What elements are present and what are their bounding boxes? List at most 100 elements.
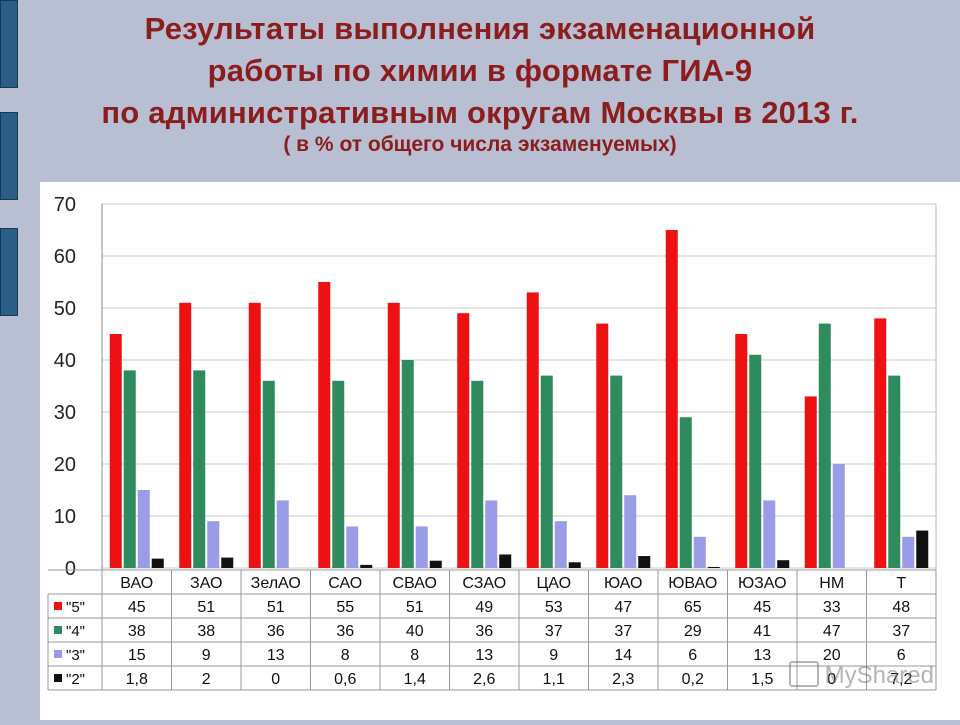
data-label: 29 bbox=[684, 623, 702, 640]
data-label: 2 bbox=[202, 671, 211, 688]
bar-3-2 bbox=[346, 526, 359, 568]
y-tick-label: 60 bbox=[54, 246, 76, 268]
data-label: 40 bbox=[406, 623, 424, 640]
data-label: 9 bbox=[549, 647, 558, 664]
bar-0-1 bbox=[123, 370, 136, 568]
data-label: 9 bbox=[202, 647, 211, 664]
title-line-2: работы по химии в формате ГИА-9 bbox=[207, 53, 753, 88]
data-label: 37 bbox=[614, 623, 632, 640]
data-label: 51 bbox=[197, 599, 215, 616]
bar-9-3 bbox=[777, 560, 790, 568]
bar-9-0 bbox=[735, 334, 748, 568]
data-label: 8 bbox=[410, 647, 419, 664]
data-label: 13 bbox=[475, 647, 493, 664]
legend-key-2 bbox=[54, 650, 62, 658]
slide-title: Результаты выполнения экзаменационной ра… bbox=[20, 8, 940, 156]
bar-3-1 bbox=[332, 380, 345, 568]
data-label: 47 bbox=[823, 623, 841, 640]
y-tick-label: 20 bbox=[54, 454, 76, 476]
category-label: САО bbox=[328, 575, 362, 592]
bar-1-1 bbox=[193, 370, 206, 568]
bar-4-0 bbox=[387, 302, 400, 568]
category-label: ЗелАО bbox=[251, 575, 301, 592]
bar-4-2 bbox=[415, 526, 428, 568]
data-label: 48 bbox=[892, 599, 910, 616]
data-label: 6 bbox=[897, 647, 906, 664]
bar-11-3 bbox=[916, 530, 929, 568]
side-accent-bar-2 bbox=[0, 112, 18, 200]
y-tick-label: 70 bbox=[54, 194, 76, 216]
category-label: Т bbox=[896, 575, 906, 592]
bar-3-0 bbox=[318, 282, 331, 568]
data-label: 2,6 bbox=[473, 671, 495, 688]
category-label: СВАО bbox=[393, 575, 437, 592]
bar-10-0 bbox=[804, 396, 817, 568]
legend-label: "2" bbox=[66, 671, 85, 688]
y-tick-label: 10 bbox=[54, 506, 76, 528]
data-label: 55 bbox=[336, 599, 354, 616]
bar-3-3 bbox=[360, 564, 373, 568]
legend-key-1 bbox=[54, 626, 62, 634]
data-label: 8 bbox=[341, 647, 350, 664]
category-label: ЮВАО bbox=[668, 575, 717, 592]
bar-4-3 bbox=[429, 560, 442, 568]
data-label: 51 bbox=[406, 599, 424, 616]
data-label: 38 bbox=[128, 623, 146, 640]
category-label: ЮЗАО bbox=[738, 575, 787, 592]
category-label: НМ bbox=[819, 575, 844, 592]
data-label: 65 bbox=[684, 599, 702, 616]
data-label: 0,2 bbox=[682, 671, 704, 688]
bar-0-3 bbox=[151, 558, 164, 568]
bar-4-1 bbox=[401, 360, 414, 568]
data-label: 53 bbox=[545, 599, 563, 616]
data-label: 36 bbox=[267, 623, 285, 640]
legend-key-3 bbox=[54, 674, 62, 682]
chart-panel: 0 10 20 30 40 50 60 70 ВАО ЗАО ЗелАО САО СВАО СЗАО ЦАО… bbox=[40, 182, 960, 720]
bar-10-1 bbox=[818, 323, 831, 568]
bar-6-0 bbox=[526, 292, 539, 568]
bar-11-2 bbox=[902, 536, 915, 568]
y-tick-label: 50 bbox=[54, 298, 76, 320]
bar-8-1 bbox=[679, 417, 692, 568]
data-label: 0,6 bbox=[334, 671, 356, 688]
bar-7-0 bbox=[596, 323, 609, 568]
bar-1-3 bbox=[221, 557, 234, 568]
side-accent-bar-1 bbox=[0, 0, 18, 88]
y-tick-label: 40 bbox=[54, 350, 76, 372]
bar-0-2 bbox=[137, 490, 150, 568]
data-label: 38 bbox=[197, 623, 215, 640]
data-label: 49 bbox=[475, 599, 493, 616]
bar-8-0 bbox=[665, 230, 678, 568]
data-label: 36 bbox=[475, 623, 493, 640]
bar-6-2 bbox=[554, 521, 567, 568]
bar-8-3 bbox=[707, 566, 720, 568]
data-label: 15 bbox=[128, 647, 146, 664]
category-label: СЗАО bbox=[462, 575, 506, 592]
bar-5-2 bbox=[485, 500, 498, 568]
data-label: 6 bbox=[688, 647, 697, 664]
bar-5-1 bbox=[471, 380, 484, 568]
category-label: ЗАО bbox=[190, 575, 222, 592]
data-label: 2,3 bbox=[612, 671, 634, 688]
bar-5-0 bbox=[457, 313, 470, 568]
presentation-icon bbox=[788, 661, 819, 687]
data-label: 13 bbox=[753, 647, 771, 664]
bar-1-0 bbox=[179, 302, 192, 568]
y-tick-label: 0 bbox=[65, 558, 76, 580]
data-label: 1,8 bbox=[126, 671, 148, 688]
legend-label: "4" bbox=[66, 623, 85, 640]
data-label: 37 bbox=[892, 623, 910, 640]
data-label: 14 bbox=[614, 647, 632, 664]
bar-10-2 bbox=[832, 464, 845, 568]
data-label: 0 bbox=[271, 671, 280, 688]
watermark-text: MyShared bbox=[824, 662, 934, 689]
legend-label: "5" bbox=[66, 599, 85, 616]
bar-9-1 bbox=[749, 354, 762, 568]
data-label: 13 bbox=[267, 647, 285, 664]
bar-11-1 bbox=[888, 375, 901, 568]
data-label: 20 bbox=[823, 647, 841, 664]
bar-6-1 bbox=[540, 375, 553, 568]
data-label: 41 bbox=[753, 623, 771, 640]
data-label: 1,5 bbox=[751, 671, 773, 688]
